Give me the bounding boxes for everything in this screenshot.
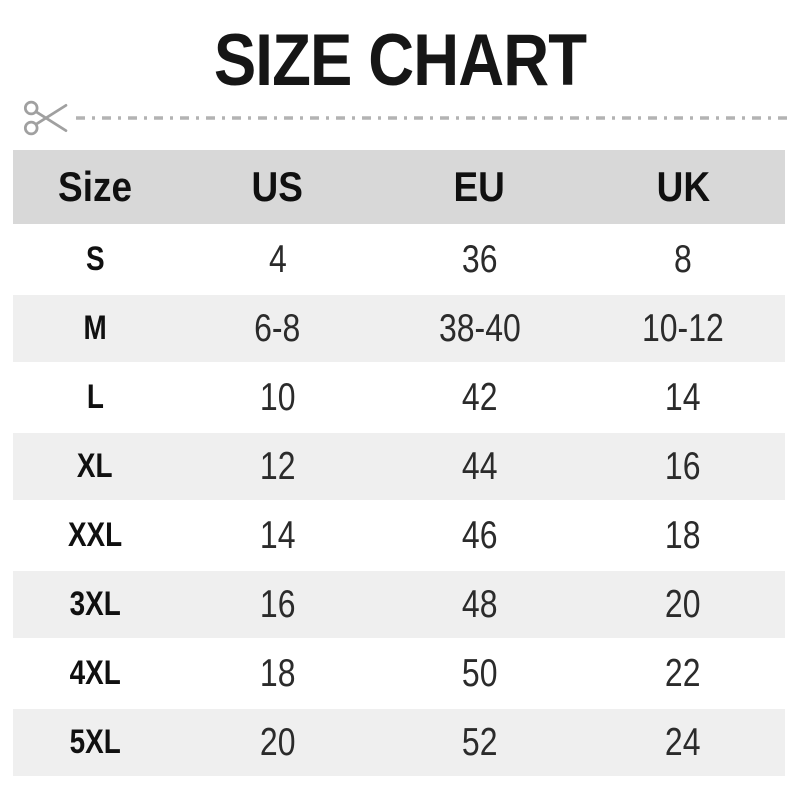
us-value: 18 [259, 651, 296, 695]
size-label-cell: M [13, 295, 177, 362]
eu-value-cell: 48 [378, 571, 581, 638]
uk-value-cell: 8 [581, 226, 785, 293]
us-value-cell: 14 [177, 502, 378, 569]
uk-value: 22 [665, 651, 701, 695]
header-label: US [251, 163, 304, 210]
header-label: Size [58, 163, 132, 210]
size-label-cell: XL [13, 433, 177, 500]
uk-value-cell: 22 [581, 640, 785, 707]
size-label-cell: 5XL [13, 709, 177, 776]
eu-value: 52 [461, 720, 498, 764]
dashed-cut-line [76, 116, 788, 120]
us-value: 10 [259, 375, 296, 419]
us-value-cell: 4 [177, 226, 378, 293]
page-title: SIZE CHART [0, 0, 800, 97]
page-title-text: SIZE CHART [213, 20, 587, 101]
uk-value-cell: 18 [581, 502, 785, 569]
us-value-cell: 12 [177, 433, 378, 500]
table-header: Size US EU UK [13, 150, 785, 224]
size-label: L [86, 378, 104, 416]
us-value-cell: 20 [177, 709, 378, 776]
eu-value: 48 [461, 582, 498, 626]
table-row: 3XL 16 48 20 [13, 571, 785, 638]
size-label: XXL [67, 516, 123, 554]
us-value: 12 [259, 444, 296, 488]
us-value-cell: 16 [177, 571, 378, 638]
table-row: 4XL 18 50 22 [13, 640, 785, 707]
eu-value: 50 [461, 651, 498, 695]
table-row: 5XL 20 52 24 [13, 709, 785, 776]
us-value-cell: 10 [177, 364, 378, 431]
us-value-cell: 18 [177, 640, 378, 707]
us-value-cell: 6-8 [177, 295, 378, 362]
header-row: Size US EU UK [13, 150, 785, 224]
uk-value-cell: 14 [581, 364, 785, 431]
uk-value-cell: 24 [581, 709, 785, 776]
size-label-cell: XXL [13, 502, 177, 569]
size-label: XL [77, 447, 113, 485]
size-chart-table: Size US EU UK S 4 36 8 M 6-8 38-40 10-12 L 10 42 14… [13, 148, 785, 778]
eu-value: 42 [461, 375, 498, 419]
eu-value-cell: 36 [378, 226, 581, 293]
size-label-cell: 3XL [13, 571, 177, 638]
size-label: 4XL [69, 654, 121, 692]
eu-value-cell: 42 [378, 364, 581, 431]
eu-value-cell: 44 [378, 433, 581, 500]
eu-value: 44 [461, 444, 498, 488]
eu-value: 38-40 [438, 306, 521, 350]
size-table-body: S 4 36 8 M 6-8 38-40 10-12 L 10 42 14 XL 12 44 16 XXL 14 4… [13, 226, 785, 776]
uk-value-cell: 20 [581, 571, 785, 638]
uk-value: 24 [665, 720, 701, 764]
uk-value-cell: 10-12 [581, 295, 785, 362]
table-row: M 6-8 38-40 10-12 [13, 295, 785, 362]
header-cell-size: Size [13, 150, 177, 224]
scissors-icon [23, 100, 68, 136]
size-label: M [83, 309, 107, 347]
header-label: EU [453, 163, 506, 210]
us-value: 16 [259, 582, 296, 626]
table-row: S 4 36 8 [13, 226, 785, 293]
eu-value-cell: 52 [378, 709, 581, 776]
eu-value-cell: 38-40 [378, 295, 581, 362]
eu-value: 46 [461, 513, 498, 557]
us-value: 4 [268, 237, 287, 281]
uk-value: 10-12 [642, 306, 724, 350]
header-cell-uk: UK [581, 150, 785, 224]
size-label-cell: 4XL [13, 640, 177, 707]
us-value: 20 [259, 720, 296, 764]
table-row: XXL 14 46 18 [13, 502, 785, 569]
size-label: 3XL [69, 585, 121, 623]
cut-line [22, 99, 788, 137]
uk-value: 8 [674, 237, 692, 281]
size-label-cell: L [13, 364, 177, 431]
header-cell-eu: EU [378, 150, 581, 224]
eu-value: 36 [461, 237, 498, 281]
us-value: 6-8 [254, 306, 301, 350]
table-row: XL 12 44 16 [13, 433, 785, 500]
uk-value-cell: 16 [581, 433, 785, 500]
uk-value: 14 [665, 375, 701, 419]
us-value: 14 [259, 513, 296, 557]
eu-value-cell: 46 [378, 502, 581, 569]
size-label: S [85, 240, 105, 278]
size-label-cell: S [13, 226, 177, 293]
uk-value: 16 [665, 444, 701, 488]
eu-value-cell: 50 [378, 640, 581, 707]
header-cell-us: US [177, 150, 378, 224]
uk-value: 18 [665, 513, 701, 557]
table-row: L 10 42 14 [13, 364, 785, 431]
header-label: UK [656, 163, 710, 210]
uk-value: 20 [665, 582, 701, 626]
size-label: 5XL [69, 723, 121, 761]
